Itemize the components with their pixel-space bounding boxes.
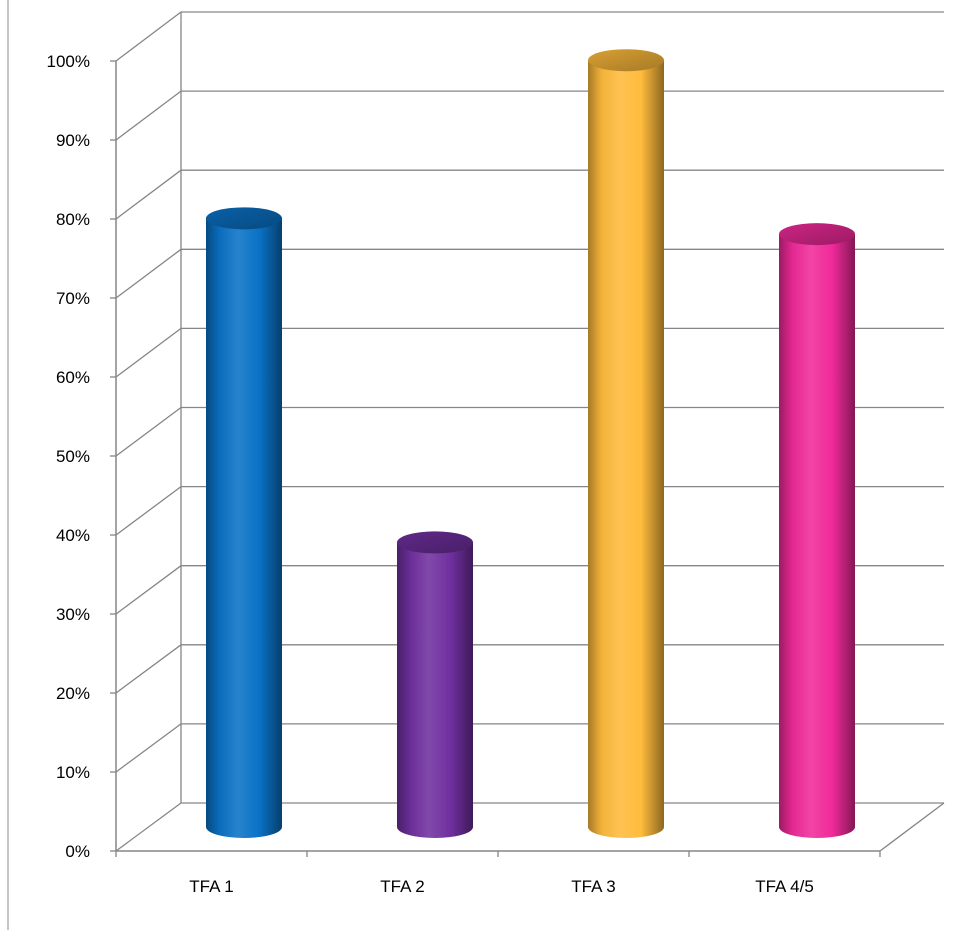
bar-tfa-3 bbox=[588, 49, 664, 838]
gridline-side bbox=[115, 565, 182, 615]
y-tick-label: 0% bbox=[65, 842, 90, 861]
bar-body bbox=[206, 218, 282, 838]
gridline-side bbox=[115, 169, 182, 220]
bar-top bbox=[779, 223, 855, 246]
labels: 0% 10% 20% 30% 40% 50% 60% 70% 80% 90% 100% TFA 1 TF… bbox=[47, 52, 814, 896]
gridline-side bbox=[115, 90, 182, 141]
y-tick-label: 50% bbox=[56, 447, 90, 466]
gridline-side bbox=[115, 723, 182, 773]
bar-tfa-1 bbox=[206, 207, 282, 838]
gridline-side bbox=[115, 327, 182, 378]
y-tick-label: 10% bbox=[56, 763, 90, 782]
bar-tfa-2 bbox=[397, 531, 473, 838]
bar-tfa-4-5 bbox=[779, 223, 855, 838]
floor-edge bbox=[879, 802, 945, 852]
axes bbox=[110, 60, 881, 857]
bar-body bbox=[588, 60, 664, 838]
bar-top bbox=[206, 207, 282, 230]
bars bbox=[206, 49, 855, 838]
gridline-side bbox=[115, 644, 182, 694]
gridline-side bbox=[115, 802, 182, 852]
y-tick-label: 100% bbox=[47, 52, 90, 71]
y-tick-label: 60% bbox=[56, 368, 90, 387]
y-tick-label: 20% bbox=[56, 684, 90, 703]
x-tick-label: TFA 4/5 bbox=[755, 877, 814, 896]
x-tick-label: TFA 1 bbox=[189, 877, 233, 896]
x-tick-label: TFA 2 bbox=[380, 877, 424, 896]
gridline-side bbox=[115, 248, 182, 299]
gridline-side bbox=[115, 406, 182, 457]
bar-body bbox=[397, 542, 473, 838]
y-tick-label: 70% bbox=[56, 289, 90, 308]
bar-top bbox=[588, 49, 664, 72]
y-tick-label: 80% bbox=[56, 210, 90, 229]
y-tick-label: 30% bbox=[56, 605, 90, 624]
y-tick-label: 40% bbox=[56, 526, 90, 545]
gridline-side bbox=[115, 11, 182, 62]
bar-top bbox=[397, 531, 473, 554]
y-tick-label: 90% bbox=[56, 131, 90, 150]
gridline-side bbox=[115, 486, 182, 536]
bar-body bbox=[779, 234, 855, 838]
x-tick-label: TFA 3 bbox=[571, 877, 615, 896]
